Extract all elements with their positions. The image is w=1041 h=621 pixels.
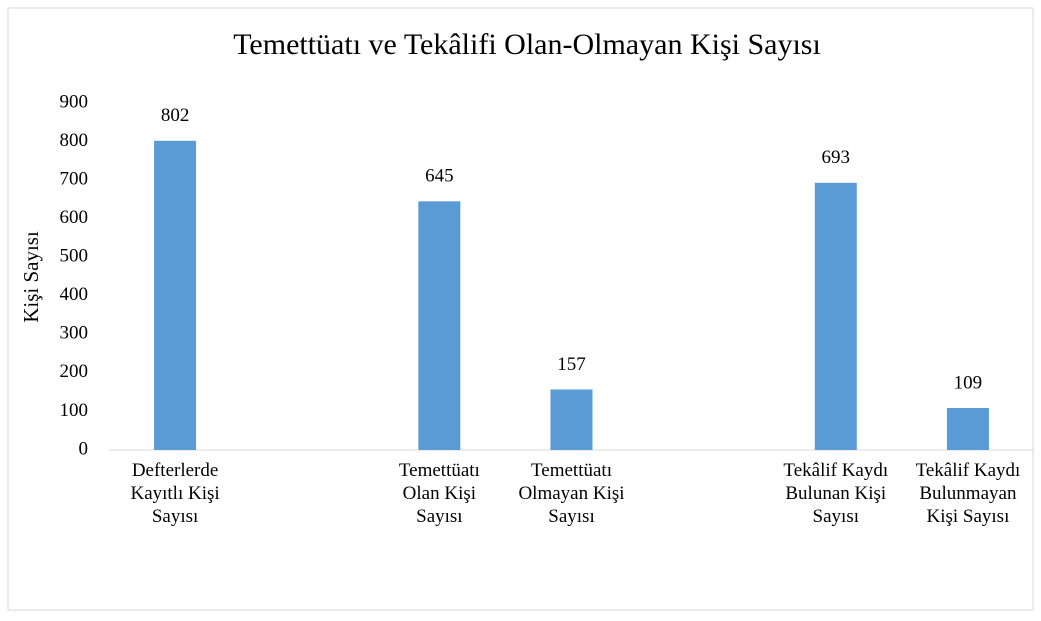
bar (814, 182, 857, 450)
data-label: 645 (425, 166, 454, 187)
bar (946, 407, 989, 450)
y-tick-label: 700 (60, 168, 89, 189)
bar (154, 140, 197, 451)
y-tick-label: 200 (60, 361, 89, 382)
y-tick-label: 400 (60, 284, 89, 305)
bar (550, 389, 593, 450)
chart-title: Temettüatı ve Tekâlifi Olan-Olmayan Kişi… (233, 28, 821, 61)
y-tick-label: 0 (79, 438, 89, 459)
y-tick-label: 600 (60, 207, 89, 228)
x-tick-label: Temettüatı Olan Kişi Sayısı (399, 460, 480, 527)
x-tick-label: Temettüatı Olmayan Kişi Sayısı (518, 460, 624, 527)
y-axis-label: Kişi Sayısı (19, 231, 43, 323)
data-label: 109 (954, 372, 983, 393)
data-label: 802 (161, 105, 190, 126)
y-tick-label: 900 (60, 91, 89, 112)
y-tick-label: 300 (60, 323, 89, 344)
y-tick-label: 100 (60, 400, 89, 421)
data-label: 693 (822, 147, 851, 168)
y-tick-label: 800 (60, 130, 89, 151)
data-label: 157 (557, 354, 586, 375)
y-tick-label: 500 (60, 246, 89, 267)
x-tick-label: Tekâlif Kaydı Bulunan Kişi Sayısı (783, 460, 888, 527)
x-tick-label: Defterlerde Kayıtlı Kişi Sayısı (130, 460, 219, 527)
bar (418, 201, 461, 450)
x-tick-label: Tekâlif Kaydı Bulunmayan Kişi Sayısı (916, 460, 1021, 527)
